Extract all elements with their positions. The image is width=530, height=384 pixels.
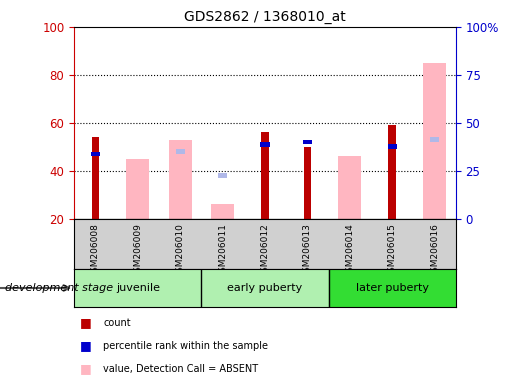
Bar	[304, 147, 311, 219]
Bar	[387, 144, 397, 149]
Bar	[126, 159, 149, 219]
Text: later puberty: later puberty	[356, 283, 429, 293]
Text: GSM206010: GSM206010	[176, 223, 184, 278]
Bar	[201, 269, 329, 307]
Text: GSM206009: GSM206009	[134, 223, 142, 278]
Text: count: count	[103, 318, 131, 328]
Text: juvenile: juvenile	[116, 283, 160, 293]
Bar	[169, 140, 192, 219]
Text: GSM206014: GSM206014	[346, 223, 354, 278]
Bar	[423, 63, 446, 219]
Text: ■: ■	[80, 339, 91, 352]
Bar	[260, 142, 270, 147]
Text: GSM206011: GSM206011	[218, 223, 227, 278]
Bar	[218, 173, 227, 178]
Bar	[338, 157, 361, 219]
Text: ■: ■	[80, 316, 91, 329]
Text: value, Detection Call = ABSENT: value, Detection Call = ABSENT	[103, 364, 259, 374]
Bar	[329, 269, 456, 307]
Bar	[388, 125, 396, 219]
Bar	[92, 137, 99, 219]
Text: development stage: development stage	[5, 283, 113, 293]
Bar	[430, 137, 439, 142]
Title: GDS2862 / 1368010_at: GDS2862 / 1368010_at	[184, 10, 346, 25]
Bar	[211, 204, 234, 219]
Text: GSM206016: GSM206016	[430, 223, 439, 278]
Bar	[91, 152, 100, 157]
Text: percentile rank within the sample: percentile rank within the sample	[103, 341, 268, 351]
Text: GSM206012: GSM206012	[261, 223, 269, 278]
Text: GSM206015: GSM206015	[388, 223, 396, 278]
Text: GSM206013: GSM206013	[303, 223, 312, 278]
Text: ■: ■	[80, 362, 91, 375]
Text: early puberty: early puberty	[227, 283, 303, 293]
Bar	[175, 149, 185, 154]
Text: GSM206008: GSM206008	[91, 223, 100, 278]
Bar	[303, 140, 312, 144]
Bar	[261, 132, 269, 219]
Bar	[74, 269, 201, 307]
